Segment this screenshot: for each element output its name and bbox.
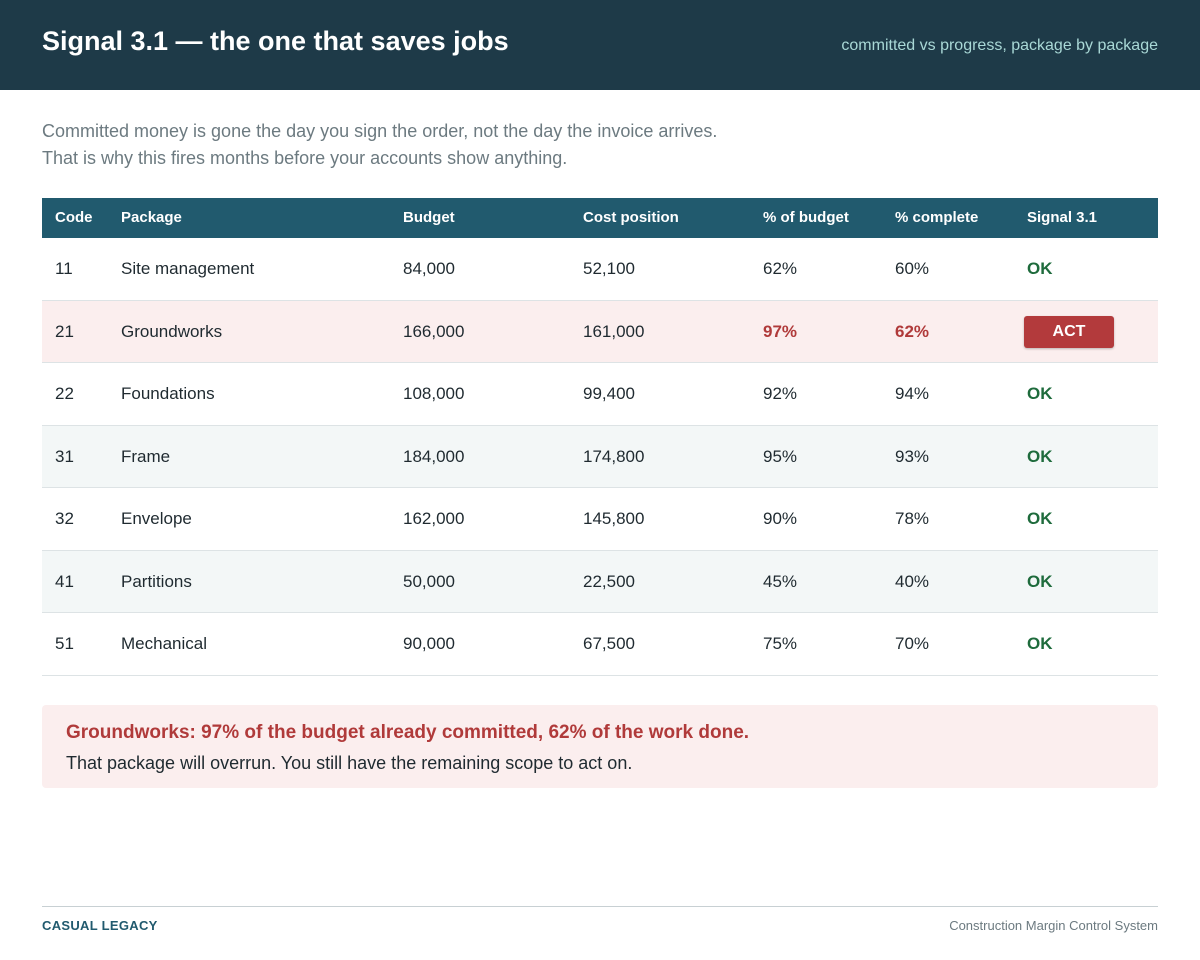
signal-act-badge[interactable]: ACT [1024,315,1114,348]
column-header-pct-budget: % of budget [763,209,849,226]
cell-budget: 166,000 [403,321,465,341]
cell-pct-budget: 97% [763,321,798,341]
footer-system-name: Construction Margin Control System [949,918,1158,933]
cell-package: Mechanical [121,634,207,653]
page-header: Signal 3.1 — the one that saves jobs com… [0,0,1200,90]
cell-pct-complete: 78% [895,509,930,528]
cell-code: 22 [55,384,74,403]
footer-brand: CASUAL LEGACY [42,918,158,933]
cell-code: 32 [55,509,74,528]
column-header-signal: Signal 3.1 [1027,209,1098,226]
signal-ok-badge: OK [1027,446,1053,466]
cell-cost-position: 52,100 [583,259,635,278]
intro-line-2: That is why this fires months before you… [42,148,568,168]
cell-cost-position: 161,000 [583,321,645,341]
table-row: 11 Site management 84,000 52,100 62% 60%… [42,238,1158,301]
cell-budget: 162,000 [403,509,465,528]
cell-pct-budget: 45% [763,571,798,591]
cell-pct-complete: 62% [895,321,930,341]
column-header-cost-position: Cost position [583,209,679,226]
page-subtitle: committed vs progress, package by packag… [841,37,1158,54]
signal-ok-badge: OK [1027,634,1053,653]
signal-ok-badge: OK [1027,259,1053,278]
cell-package: Envelope [121,509,192,528]
cell-pct-budget: 62% [763,259,798,278]
signal-ok-badge: OK [1027,384,1053,403]
cell-code: 51 [55,634,74,653]
cell-cost-position: 174,800 [583,446,645,466]
column-header-package: Package [121,209,182,226]
signal-ok-badge: OK [1027,571,1053,591]
cell-pct-complete: 40% [895,571,930,591]
alert-callout: Groundworks: 97% of the budget already c… [42,705,1158,788]
cell-budget: 90,000 [403,634,455,653]
cell-pct-budget: 75% [763,634,798,653]
cell-code: 31 [55,446,74,466]
signal-ok-badge: OK [1027,509,1053,528]
cell-pct-complete: 94% [895,384,930,403]
cell-pct-budget: 95% [763,446,798,466]
cell-pct-budget: 90% [763,509,798,528]
cell-code: 41 [55,571,74,591]
cell-code: 11 [55,259,73,278]
table-row: 22 Foundations 108,000 99,400 92% 94% OK [42,363,1158,426]
table-row: 41 Partitions 50,000 22,500 45% 40% OK [42,550,1158,613]
cell-cost-position: 145,800 [583,509,645,528]
table-header: Code Package Budget Cost position % of b… [42,198,1158,238]
cell-package: Partitions [121,571,192,591]
cell-cost-position: 22,500 [583,571,635,591]
cell-pct-budget: 92% [763,384,798,403]
column-header-budget: Budget [403,209,455,226]
cell-budget: 84,000 [403,259,455,278]
cell-pct-complete: 60% [895,259,930,278]
cell-pct-complete: 93% [895,446,930,466]
intro-line-1: Committed money is gone the day you sign… [42,121,718,141]
cell-code: 21 [55,321,74,341]
packages-table: Code Package Budget Cost position % of b… [42,198,1158,676]
callout-title: Groundworks: 97% of the budget already c… [66,722,750,743]
intro-text: Committed money is gone the day you sign… [42,118,1158,172]
table-row-flagged: 21 Groundworks 166,000 161,000 97% 62% A… [42,300,1158,363]
cell-budget: 50,000 [403,571,455,591]
callout-text: That package will overrun. You still hav… [66,753,633,773]
cell-package: Foundations [121,384,215,403]
table-row: 51 Mechanical 90,000 67,500 75% 70% OK [42,613,1158,676]
cell-cost-position: 67,500 [583,634,635,653]
table-row: 32 Envelope 162,000 145,800 90% 78% OK [42,488,1158,551]
cell-pct-complete: 70% [895,634,930,653]
cell-budget: 184,000 [403,446,465,466]
cell-package: Site management [121,259,255,278]
cell-cost-position: 99,400 [583,384,635,403]
table-row: 31 Frame 184,000 174,800 95% 93% OK [42,425,1158,488]
cell-budget: 108,000 [403,384,465,403]
column-header-code: Code [55,209,93,226]
cell-package: Frame [121,446,171,466]
column-header-pct-complete: % complete [895,209,979,226]
page-title: Signal 3.1 — the one that saves jobs [42,26,509,56]
cell-package: Groundworks [121,321,223,341]
footer-divider [42,906,1158,907]
